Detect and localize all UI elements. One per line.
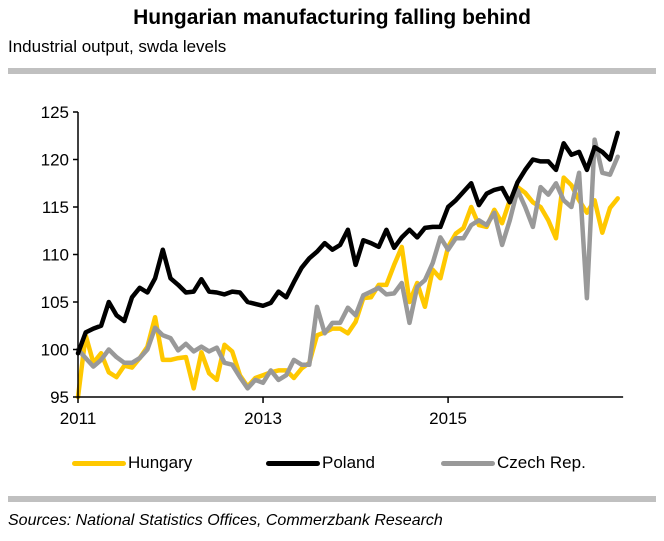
legend-item-czech: Czech Rep. xyxy=(441,453,586,473)
legend-swatch-czech xyxy=(441,460,495,466)
y-tick-label: 110 xyxy=(42,246,69,265)
x-tick-label: 2013 xyxy=(244,409,282,428)
x-tick-label: 2015 xyxy=(429,409,467,428)
y-tick-label: 95 xyxy=(50,388,69,407)
y-tick-label: 115 xyxy=(42,198,69,217)
y-tick-label: 105 xyxy=(41,293,69,312)
legend-label-czech: Czech Rep. xyxy=(497,453,586,472)
series-layer xyxy=(75,130,620,400)
legend-swatch-poland xyxy=(266,460,320,466)
series-line-czech-rep xyxy=(75,137,620,391)
y-tick-label: 100 xyxy=(41,341,69,360)
series-line-poland xyxy=(75,130,620,356)
y-tick-label: 120 xyxy=(41,151,69,170)
y-tick-label: 125 xyxy=(41,103,69,122)
series-line-hungary xyxy=(75,175,620,400)
legend-item-poland: Poland xyxy=(266,453,375,473)
source-note: Sources: National Statistics Offices, Co… xyxy=(8,512,443,529)
chart-title: Hungarian manufacturing falling behind xyxy=(133,6,531,29)
legend-item-hungary: Hungary xyxy=(72,453,192,473)
axes-layer: 95 100 105 110 115 120 125 2011 2013 2015 xyxy=(41,103,624,428)
chart-subtitle: Industrial output, swda levels xyxy=(8,37,227,56)
top-divider xyxy=(8,68,656,74)
line-chart: 95 100 105 110 115 120 125 2011 2013 2015 xyxy=(41,103,624,428)
legend-label-hungary: Hungary xyxy=(128,453,193,472)
legend: Hungary Poland Czech Rep. xyxy=(0,453,664,477)
x-tick-label: 2011 xyxy=(60,409,97,428)
bottom-divider xyxy=(8,496,656,502)
legend-swatch-hungary xyxy=(72,460,126,466)
legend-label-poland: Poland xyxy=(322,453,375,472)
